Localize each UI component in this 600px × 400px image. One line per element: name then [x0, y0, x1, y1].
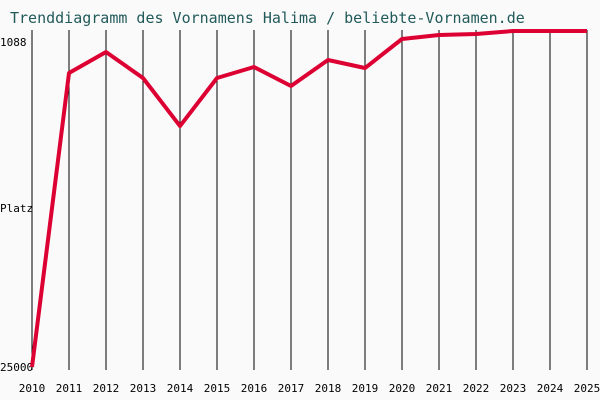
x-tick-label-2025: 2025	[574, 382, 600, 395]
x-tick-label-2024: 2024	[537, 382, 564, 395]
chart-title: Trenddiagramm des Vornamens Halima / bel…	[10, 9, 525, 27]
x-tick-label-2011: 2011	[56, 382, 83, 395]
x-tick-label-2020: 2020	[389, 382, 416, 395]
x-tick-labels: 2010 2011 2012 2013 2014 2015 2016 2017 2018 2019…	[19, 382, 600, 395]
x-tick-label-2021: 2021	[426, 382, 453, 395]
x-tick-label-2014: 2014	[167, 382, 194, 395]
x-tick-label-2023: 2023	[500, 382, 527, 395]
x-tick-label-2017: 2017	[278, 382, 305, 395]
y-axis-label: Platz	[0, 202, 33, 215]
x-tick-label-2018: 2018	[315, 382, 342, 395]
x-tick-label-2016: 2016	[241, 382, 268, 395]
y-tick-label-top: 1088	[0, 36, 27, 49]
x-tick-label-2012: 2012	[93, 382, 120, 395]
grid-lines	[31, 30, 588, 370]
x-tick-label-2022: 2022	[463, 382, 490, 395]
series-line-halima	[30, 29, 587, 368]
y-tick-label-bottom: 25000	[0, 361, 33, 374]
x-tick-label-2015: 2015	[204, 382, 231, 395]
x-tick-label-2010: 2010	[19, 382, 46, 395]
x-tick-label-2013: 2013	[130, 382, 157, 395]
x-tick-label-2019: 2019	[352, 382, 379, 395]
